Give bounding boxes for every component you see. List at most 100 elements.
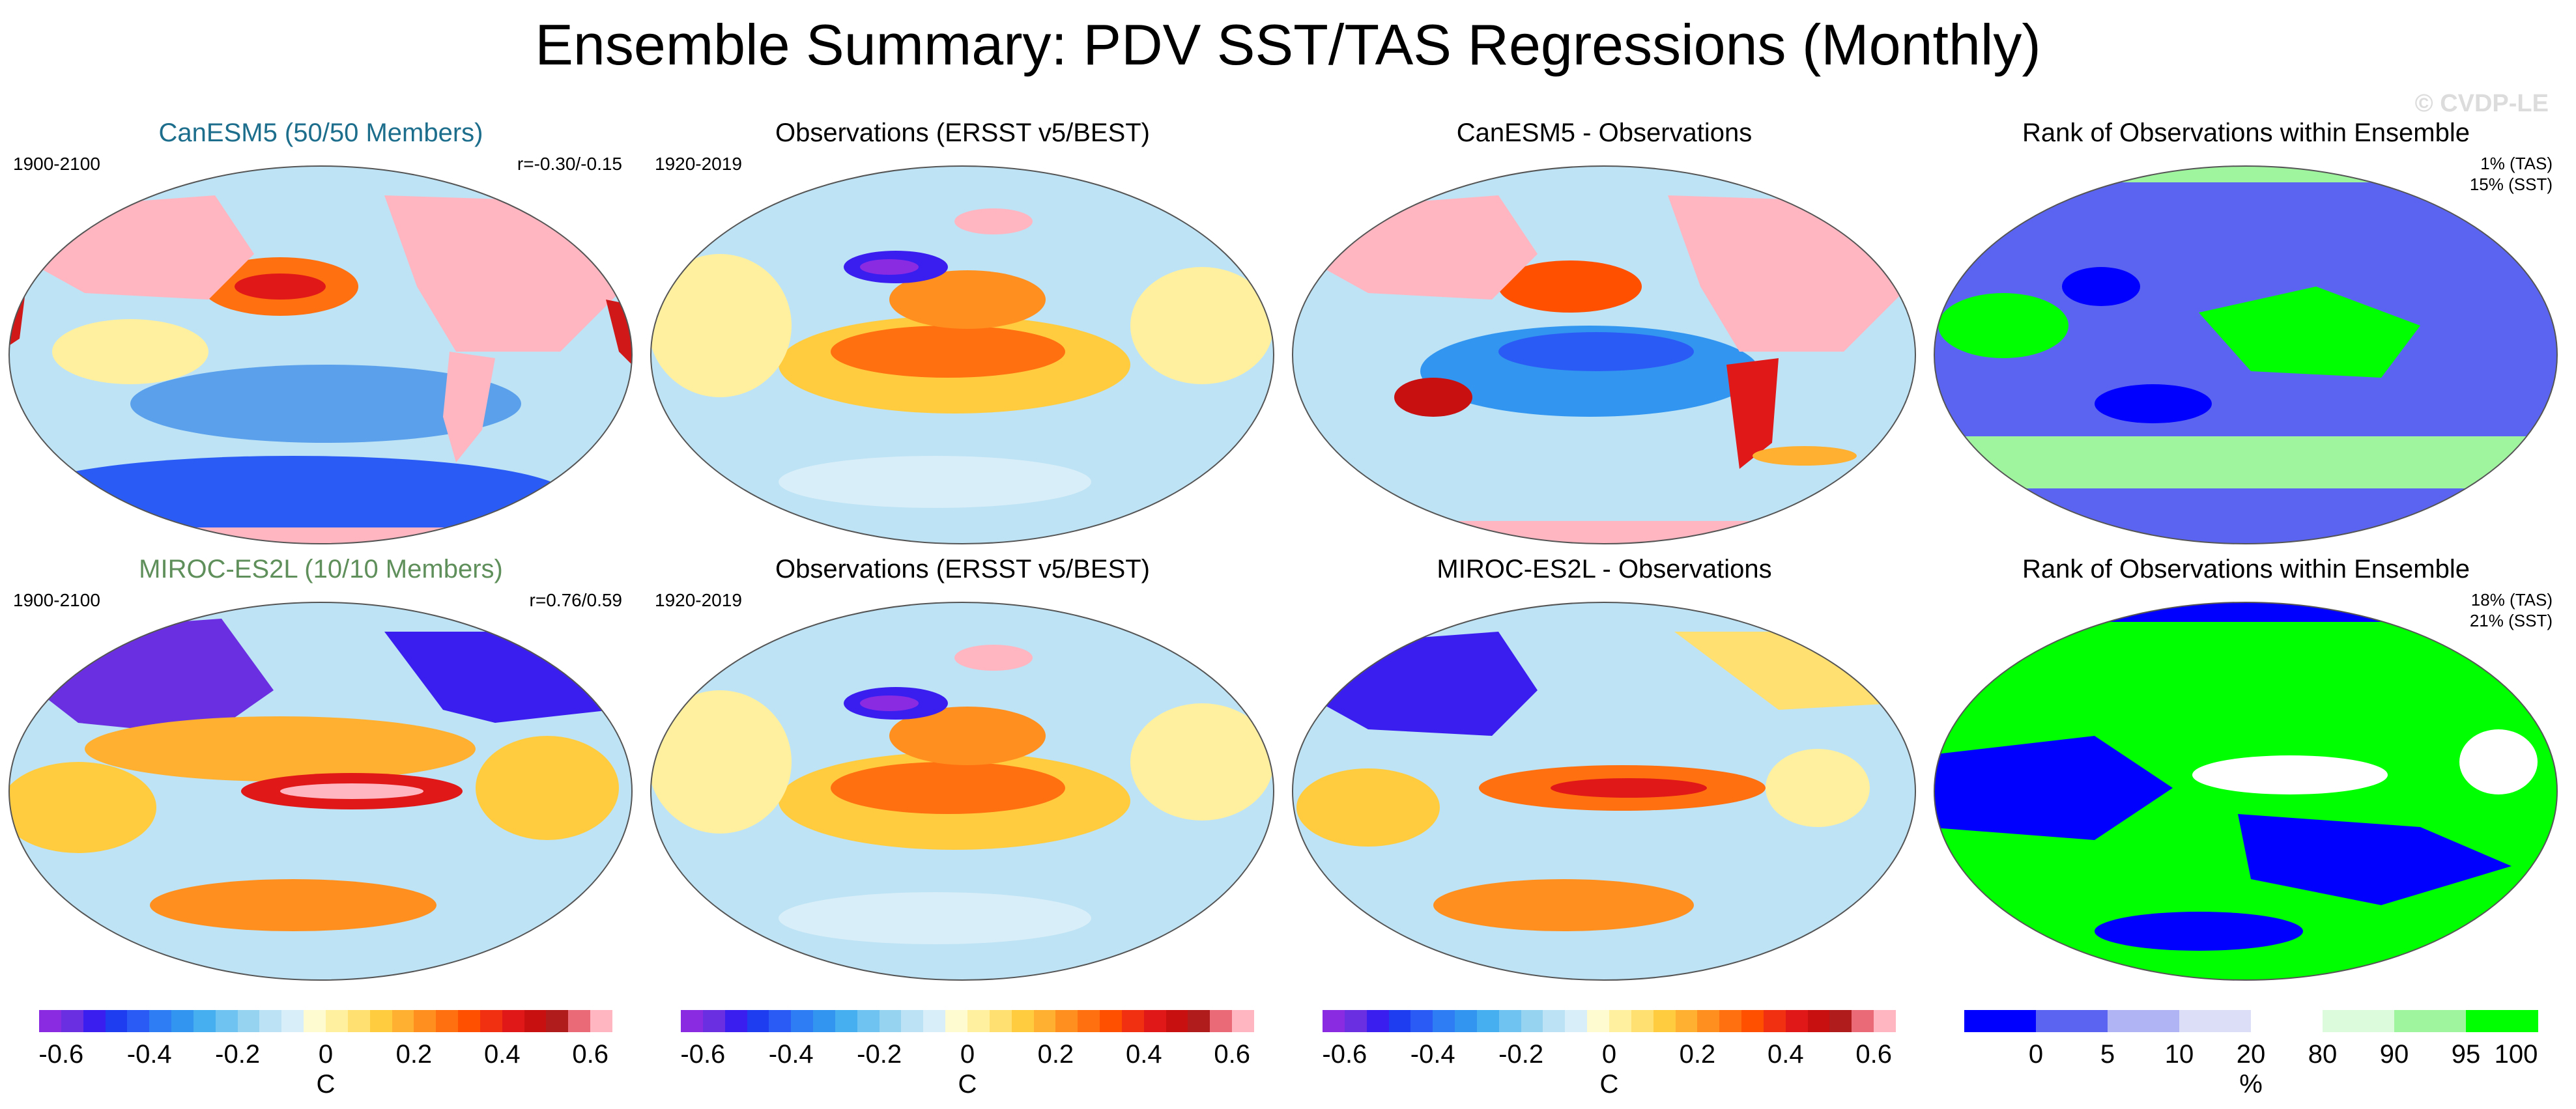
colorbar-unit: C — [316, 1070, 336, 1099]
colorbar-swatch — [1166, 1010, 1188, 1032]
colorbar-swatch — [590, 1010, 613, 1032]
colorbar-swatch — [2251, 1010, 2323, 1032]
colorbar-swatch — [1719, 1010, 1742, 1032]
figure-title: Ensemble Summary: PDV SST/TAS Regression… — [535, 12, 2041, 77]
colorbar-swatch — [1100, 1010, 1123, 1032]
panel-canesm5: CanESM5 (50/50 Members) 1900-2100 r=-0.3… — [0, 117, 642, 554]
colorbar-tick-label: 0.4 — [1767, 1040, 1804, 1069]
colorbar-swatch — [1078, 1010, 1100, 1032]
colorbar-swatch — [1366, 1010, 1390, 1032]
colorbar-swatch — [105, 1010, 128, 1032]
colorbar-swatch — [171, 1010, 194, 1032]
map-miroc-es2l — [8, 602, 633, 981]
colorbar-tick-label: 0 — [1601, 1040, 1617, 1069]
colorbar-swatch — [568, 1010, 591, 1032]
colorbar-swatch — [1143, 1010, 1167, 1032]
colorbar-rank: 0 5 10 20 80 90 95 100% — [1964, 1006, 2551, 1104]
panel-observations-1: Observations (ERSST v5/BEST) 1920-2019 — [642, 117, 1283, 554]
map-canesm5 — [8, 165, 633, 544]
colorbar-swatch — [1498, 1010, 1522, 1032]
colorbar-swatch — [215, 1010, 238, 1032]
colorbar-tick-label: 0 — [2028, 1040, 2044, 1069]
colorbar-swatch — [1675, 1010, 1698, 1032]
colorbar-swatch — [1344, 1010, 1367, 1032]
colorbar-swatch — [1874, 1010, 1896, 1032]
colorbar-unit: C — [1599, 1070, 1619, 1099]
panel-title: MIROC-ES2L - Observations — [1437, 555, 1772, 583]
colorbar-tick-label: -0.4 — [1410, 1040, 1455, 1069]
colorbar-swatch — [1033, 1010, 1056, 1032]
colorbar-swatch — [702, 1010, 726, 1032]
map-rank-canesm5 — [1934, 165, 2558, 544]
colorbar-swatch — [369, 1010, 393, 1032]
colorbar-diverging-3: -0.6 -0.4 -0.2 0 0.2 0.4 0.6 C — [1322, 1006, 1909, 1104]
colorbar-swatch — [945, 1010, 968, 1032]
colorbar-tick-label: -0.6 — [680, 1040, 726, 1069]
panel-title: CanESM5 (50/50 Members) — [158, 119, 483, 147]
colorbar-swatch — [813, 1010, 836, 1032]
colorbar-tick-label: -0.2 — [1498, 1040, 1544, 1069]
map-observations-2 — [650, 602, 1274, 981]
colorbar-swatch — [1121, 1010, 1145, 1032]
panel-title: Observations (ERSST v5/BEST) — [775, 119, 1150, 147]
correlation-label: r=0.76/0.59 — [529, 590, 622, 610]
colorbar-tick-label: -0.2 — [857, 1040, 902, 1069]
colorbar-tick-label: 0.4 — [483, 1040, 521, 1069]
colorbar-swatch — [1011, 1010, 1035, 1032]
colorbar-swatch — [989, 1010, 1012, 1032]
colorbar-tick-label: 10 — [2164, 1040, 2194, 1069]
colorbar-swatch — [1964, 1010, 2037, 1032]
colorbar-swatch — [791, 1010, 814, 1032]
colorbar-swatch — [1807, 1010, 1830, 1032]
rank-sst-label: 15% (SST) — [2469, 175, 2553, 194]
colorbar-tick-label: -0.4 — [768, 1040, 814, 1069]
colorbar-swatch — [1785, 1010, 1809, 1032]
panel-title: Rank of Observations within Ensemble — [2022, 555, 2470, 583]
colorbar-swatch — [1565, 1010, 1588, 1032]
colorbar-tick-label: 0.6 — [572, 1040, 608, 1069]
panel-miroc-minus-obs: MIROC-ES2L - Observations — [1283, 554, 1925, 990]
colorbar-swatch — [2394, 1010, 2467, 1032]
colorbar-swatch — [524, 1010, 547, 1032]
colorbar-swatch — [1609, 1010, 1632, 1032]
colorbar-tick-label: 80 — [2308, 1040, 2338, 1069]
colorbar-swatch — [901, 1010, 924, 1032]
colorbar-tick-label: 0.6 — [1214, 1040, 1250, 1069]
colorbar-tick-label: 0.2 — [1679, 1040, 1716, 1069]
colorbar-swatch — [835, 1010, 858, 1032]
colorbar-swatch — [39, 1010, 62, 1032]
panel-title: Rank of Observations within Ensemble — [2022, 119, 2470, 147]
colorbar-swatch — [83, 1010, 106, 1032]
colorbar-swatch — [502, 1010, 525, 1032]
panel-title: CanESM5 - Observations — [1456, 119, 1753, 147]
colorbar-swatch — [1232, 1010, 1255, 1032]
colorbar-swatch — [1476, 1010, 1500, 1032]
colorbar-swatch — [347, 1010, 371, 1032]
colorbar-tick-label: 0.4 — [1125, 1040, 1162, 1069]
period-label: 1900-2100 — [13, 590, 100, 610]
panel-rank-miroc: Rank of Observations within Ensemble 18%… — [1925, 554, 2567, 990]
colorbar-swatch — [879, 1010, 902, 1032]
colorbar-tick-label: 100 — [2494, 1040, 2538, 1069]
colorbar-swatch — [2108, 1010, 2180, 1032]
colorbar-diverging-1: -0.6 -0.4 -0.2 0 0.2 0.4 0.6 C — [38, 1006, 625, 1104]
colorbar-swatch — [857, 1010, 880, 1032]
colorbar-swatch — [2179, 1010, 2252, 1032]
colorbar-swatch — [458, 1010, 481, 1032]
colorbar-swatch — [1188, 1010, 1210, 1032]
colorbar-swatch — [1410, 1010, 1433, 1032]
colorbar-swatch — [967, 1010, 990, 1032]
correlation-label: r=-0.30/-0.15 — [517, 154, 622, 174]
rank-tas-label: 18% (TAS) — [2470, 590, 2553, 610]
panel-title: Observations (ERSST v5/BEST) — [775, 555, 1150, 583]
colorbar-swatch — [326, 1010, 349, 1032]
colorbar-tick-label: -0.6 — [38, 1040, 84, 1069]
colorbar-swatch — [2036, 1010, 2108, 1032]
colorbar-swatch — [1543, 1010, 1566, 1032]
period-label: 1920-2019 — [655, 590, 742, 610]
colorbar-swatch — [747, 1010, 769, 1032]
colorbar-swatch — [1455, 1010, 1478, 1032]
colorbar-swatch — [149, 1010, 172, 1032]
colorbar-tick-label: -0.2 — [215, 1040, 261, 1069]
colorbar-swatch — [1323, 1010, 1345, 1032]
